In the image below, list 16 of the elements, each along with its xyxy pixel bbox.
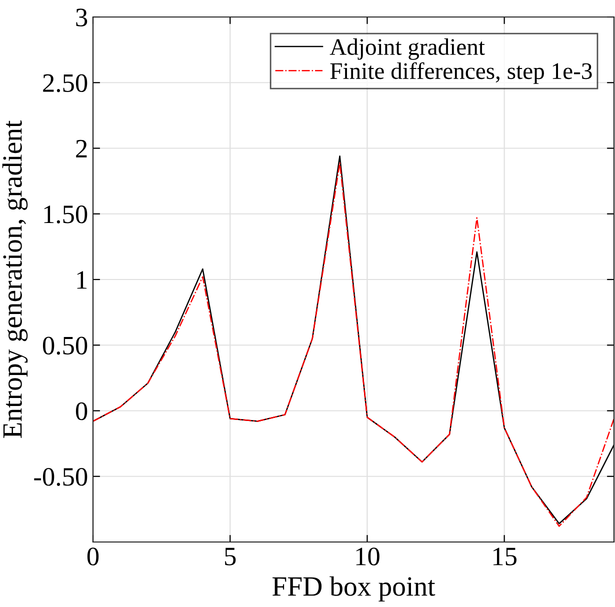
y-tick-label: 1.50 <box>44 205 88 224</box>
y-tick-label: 1 <box>77 271 87 289</box>
y-axis-title: Entropy generation, gradient <box>2 120 28 438</box>
legend-label: Adjoint gradient <box>330 38 485 60</box>
y-tick-label: 2 <box>76 140 87 158</box>
y-tick-label: 0 <box>76 402 88 420</box>
x-tick-label: 0 <box>87 548 99 566</box>
x-tick-label: 5 <box>225 548 236 566</box>
y-tick-label: 2.50 <box>43 74 88 92</box>
y-tick-label: 3 <box>76 8 88 26</box>
x-axis-title: FFD box point <box>272 576 436 602</box>
legend-label: Finite differences, step 1e-3 <box>330 62 592 84</box>
x-tick-label: 15 <box>493 548 516 566</box>
y-tick-label: 0.50 <box>42 336 88 355</box>
x-tick-label: 10 <box>356 548 380 566</box>
y-tick-label: -0.50 <box>34 468 88 486</box>
